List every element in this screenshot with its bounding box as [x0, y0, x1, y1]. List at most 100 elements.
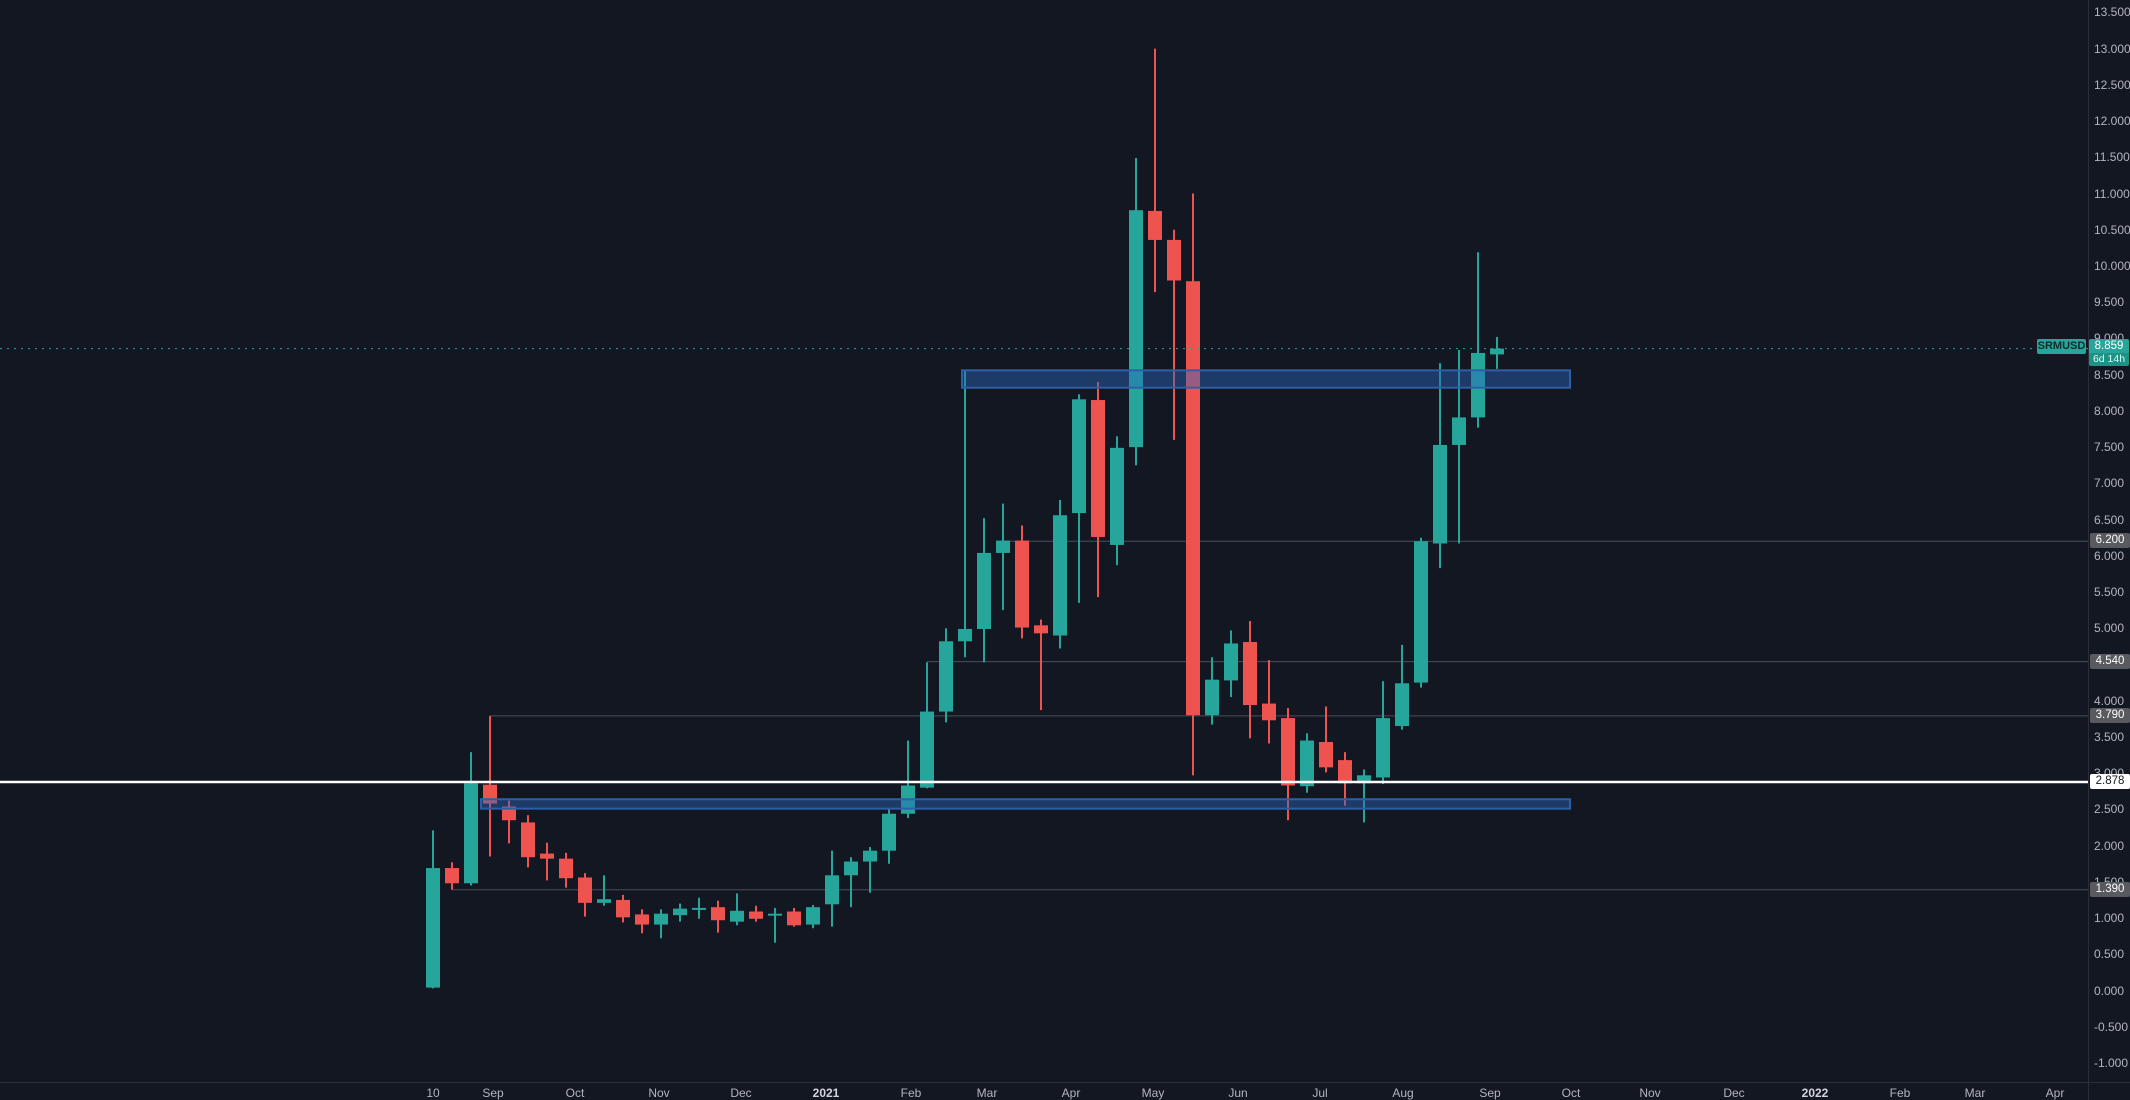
time-label: May [1141, 1086, 1165, 1100]
candle[interactable] [635, 914, 649, 925]
price-tick: 12.500 [2094, 77, 2130, 92]
candle[interactable] [1186, 281, 1200, 716]
price-tick: 8.500 [2094, 367, 2125, 382]
candle[interactable] [1110, 447, 1124, 545]
candle[interactable] [426, 868, 440, 988]
time-label: Apr [2045, 1086, 2065, 1100]
level-price-badge: 3.790 [2090, 707, 2130, 723]
candle[interactable] [1015, 540, 1029, 628]
candle[interactable] [749, 911, 763, 919]
level-price-badge: 4.540 [2090, 653, 2130, 669]
demand-zone[interactable] [480, 798, 1571, 810]
time-label: Nov [1639, 1086, 1661, 1100]
supply-zone[interactable] [961, 369, 1571, 389]
candle[interactable] [1338, 760, 1352, 784]
price-tick: 0.000 [2094, 983, 2125, 998]
candle[interactable] [977, 552, 991, 629]
candle[interactable] [882, 813, 896, 851]
candle[interactable] [597, 899, 611, 903]
candle[interactable] [1433, 444, 1447, 544]
candle[interactable] [787, 911, 801, 926]
time-label: Oct [1561, 1086, 1581, 1100]
price-tick: 12.000 [2094, 114, 2130, 129]
candle[interactable] [1490, 348, 1504, 355]
price-tick: 2.500 [2094, 802, 2125, 817]
candle[interactable] [578, 877, 592, 903]
candle[interactable] [1357, 775, 1371, 784]
level-price-badge: 1.390 [2090, 881, 2130, 897]
level-price-badge: 6.200 [2090, 533, 2130, 549]
price-tick: 5.500 [2094, 585, 2125, 600]
candle[interactable] [1414, 541, 1428, 683]
candle[interactable] [1243, 642, 1257, 706]
price-axis[interactable]: 13.500 13.000 12.500 12.000 11.500 11.000 10.5… [2088, 0, 2130, 1082]
candle[interactable] [654, 913, 668, 925]
time-label: Nov [648, 1086, 670, 1100]
time-label: Mar [976, 1086, 998, 1100]
time-label: Sep [482, 1086, 504, 1100]
time-label: 2022 [1801, 1086, 1829, 1100]
candle[interactable] [863, 850, 877, 862]
time-label: Aug [1392, 1086, 1414, 1100]
candle[interactable] [1205, 679, 1219, 716]
time-label: Jun [1228, 1086, 1248, 1100]
candle[interactable] [806, 907, 820, 925]
price-tick: 11.500 [2094, 150, 2130, 165]
price-tick: 11.000 [2094, 186, 2130, 201]
price-tick: 13.000 [2094, 41, 2130, 56]
candle[interactable] [521, 822, 535, 858]
time-label: Feb [1889, 1086, 1911, 1100]
candle[interactable] [958, 628, 972, 642]
price-tick: -1.000 [2094, 1055, 2129, 1070]
time-label: Mar [1964, 1086, 1986, 1100]
candle[interactable] [1300, 740, 1314, 787]
candle[interactable] [540, 853, 554, 859]
time-label: 2021 [812, 1086, 840, 1100]
candle[interactable] [464, 783, 478, 884]
price-tick: 7.500 [2094, 440, 2125, 455]
candle[interactable] [1091, 400, 1105, 537]
time-label: Feb [900, 1086, 922, 1100]
time-label: Dec [1723, 1086, 1745, 1100]
candle[interactable] [1281, 718, 1295, 786]
candle[interactable] [768, 913, 782, 916]
candle[interactable] [692, 907, 706, 910]
candle[interactable] [673, 908, 687, 916]
candle[interactable] [844, 861, 858, 876]
candle[interactable] [1471, 352, 1485, 418]
candle[interactable] [730, 910, 744, 922]
candle[interactable] [445, 868, 459, 884]
candle[interactable] [920, 711, 934, 788]
candle[interactable] [1376, 718, 1390, 778]
time-label: Dec [730, 1086, 752, 1100]
candle[interactable] [1167, 239, 1181, 281]
last-price-badge: 8.859 [2089, 339, 2129, 353]
candle[interactable] [996, 540, 1010, 553]
time-label: Jul [1312, 1086, 1328, 1100]
candle[interactable] [1148, 210, 1162, 240]
candle[interactable] [1452, 417, 1466, 445]
candle[interactable] [559, 858, 573, 879]
axis-settings-corner[interactable]: ⚙ [2088, 1082, 2130, 1100]
candle[interactable] [1395, 683, 1409, 727]
candle[interactable] [1319, 741, 1333, 768]
candle[interactable] [939, 641, 953, 712]
price-tick: 6.500 [2094, 512, 2125, 527]
candle[interactable] [1262, 703, 1276, 721]
candle[interactable] [1129, 210, 1143, 448]
white-line-price-badge: 2.878 [2090, 773, 2130, 789]
time-label: Oct [565, 1086, 585, 1100]
candle[interactable] [825, 875, 839, 905]
candle[interactable] [1072, 399, 1086, 514]
time-label: 10 [426, 1086, 440, 1100]
candle[interactable] [1034, 625, 1048, 634]
price-tick: 10.500 [2094, 222, 2130, 237]
candle[interactable] [616, 899, 630, 918]
candle[interactable] [1053, 515, 1067, 636]
candle[interactable] [711, 907, 725, 921]
time-axis[interactable]: 10 Sep Oct Nov Dec 2021 Feb Mar Apr May Jun Jul Aug S… [0, 1082, 2130, 1100]
candle[interactable] [1224, 643, 1238, 681]
candle[interactable] [502, 806, 516, 821]
